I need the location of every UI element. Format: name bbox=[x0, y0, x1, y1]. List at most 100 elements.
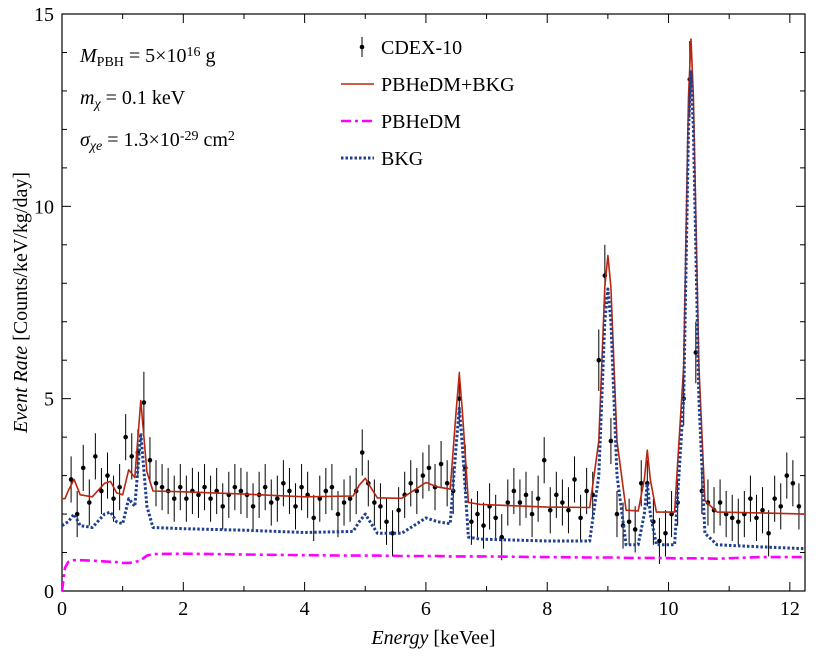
data-point bbox=[287, 488, 292, 494]
text-segment: χ bbox=[92, 97, 101, 112]
data-point bbox=[541, 457, 547, 463]
annotation: mχ = 0.1 keV bbox=[80, 87, 186, 112]
data-point bbox=[335, 511, 341, 517]
text-segment: Energy bbox=[370, 627, 428, 649]
data-point bbox=[275, 496, 280, 501]
data-point bbox=[505, 500, 511, 505]
y-tick-label: 10 bbox=[34, 196, 54, 218]
data-point bbox=[566, 507, 571, 513]
data-point bbox=[717, 500, 723, 505]
data-point bbox=[214, 488, 219, 494]
x-tick-label: 2 bbox=[178, 598, 188, 620]
x-tick-label: 0 bbox=[57, 598, 67, 620]
text-segment: 2 bbox=[228, 129, 235, 144]
data-point bbox=[80, 465, 86, 471]
data-point bbox=[493, 515, 498, 521]
data-point bbox=[250, 504, 256, 509]
y-tick-label: 0 bbox=[44, 581, 54, 603]
text-segment: = 1.3×10 bbox=[102, 129, 180, 151]
annotation: σχe = 1.3×10-29 cm2 bbox=[80, 129, 235, 154]
data-point bbox=[323, 488, 329, 494]
data-point bbox=[578, 515, 583, 521]
text-segment: σ bbox=[80, 129, 91, 151]
data-point bbox=[638, 480, 644, 486]
data-point bbox=[268, 500, 274, 505]
data-point bbox=[669, 511, 674, 517]
data-point bbox=[778, 504, 784, 509]
data-point bbox=[396, 507, 401, 513]
data-point bbox=[220, 504, 226, 509]
data-point bbox=[663, 531, 668, 536]
data-point bbox=[329, 484, 335, 490]
data-point bbox=[117, 484, 122, 490]
data-point bbox=[93, 454, 98, 459]
data-point bbox=[153, 480, 159, 486]
data-point bbox=[523, 492, 529, 498]
data-point bbox=[572, 477, 577, 482]
data-point bbox=[790, 480, 796, 486]
data-point bbox=[475, 511, 480, 517]
data-point bbox=[796, 504, 802, 509]
data-point bbox=[147, 457, 153, 463]
text-segment: m bbox=[80, 87, 94, 109]
x-tick-label: 12 bbox=[780, 598, 800, 620]
text-segment: χe bbox=[88, 139, 102, 154]
data-point bbox=[469, 519, 474, 525]
data-point bbox=[772, 496, 777, 501]
legend-label: BKG bbox=[381, 148, 423, 170]
data-point bbox=[420, 473, 426, 478]
data-point bbox=[196, 492, 201, 498]
annotation: MPBH = 5×1016 g bbox=[79, 45, 215, 70]
data-point bbox=[129, 454, 135, 459]
data-point bbox=[535, 496, 541, 501]
data-point bbox=[596, 357, 602, 363]
text-segment: g bbox=[200, 45, 215, 67]
y-tick-label: 15 bbox=[34, 4, 54, 26]
text-segment: = 0.1 keV bbox=[101, 87, 186, 109]
data-point bbox=[729, 515, 735, 521]
text-segment: M bbox=[79, 45, 98, 67]
data-point bbox=[554, 492, 559, 498]
data-point bbox=[766, 531, 771, 536]
text-segment: [Counts/keV/kg/day] bbox=[10, 172, 32, 346]
text-segment: = 5×10 bbox=[124, 45, 187, 67]
data-point bbox=[632, 527, 638, 532]
x-tick-label: 8 bbox=[542, 598, 552, 620]
data-point bbox=[626, 519, 632, 525]
y-tick-label: 5 bbox=[44, 389, 54, 411]
data-point bbox=[347, 496, 353, 501]
text-segment: Event Rate bbox=[10, 346, 32, 434]
data-point bbox=[299, 484, 304, 490]
data-point bbox=[159, 484, 165, 490]
data-point bbox=[735, 519, 741, 525]
data-point bbox=[184, 496, 189, 501]
data-point bbox=[123, 434, 128, 440]
data-point bbox=[111, 496, 116, 501]
data-point bbox=[372, 500, 377, 505]
data-point bbox=[262, 484, 268, 490]
data-point bbox=[444, 480, 450, 486]
data-point bbox=[511, 488, 517, 494]
data-point bbox=[378, 504, 383, 509]
data-point bbox=[517, 500, 523, 505]
data-point bbox=[68, 477, 74, 482]
data-point bbox=[614, 511, 620, 517]
data-point bbox=[238, 488, 244, 494]
data-point bbox=[657, 538, 662, 544]
x-tick-label: 6 bbox=[421, 598, 431, 620]
text-segment: -29 bbox=[180, 129, 199, 144]
legend-label: CDEX-10 bbox=[381, 37, 462, 59]
y-axis-label: Event Rate [Counts/keV/kg/day] bbox=[10, 172, 32, 434]
data-point bbox=[232, 484, 238, 490]
data-point bbox=[760, 507, 765, 513]
data-point bbox=[560, 500, 565, 505]
data-point bbox=[748, 496, 753, 501]
data-point bbox=[105, 473, 110, 478]
data-point bbox=[141, 400, 147, 405]
legend-marker bbox=[359, 44, 365, 50]
plot-area bbox=[62, 38, 805, 591]
data-point bbox=[754, 515, 759, 521]
series-line bbox=[62, 70, 805, 551]
data-point bbox=[784, 473, 790, 478]
